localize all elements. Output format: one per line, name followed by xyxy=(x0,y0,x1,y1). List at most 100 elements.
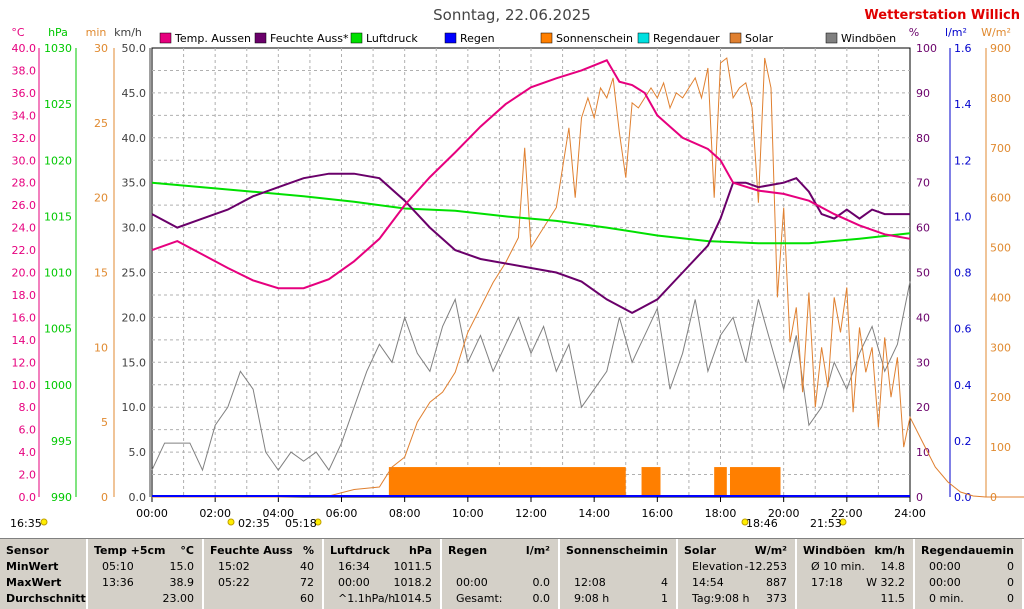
legend-swatch xyxy=(254,32,267,44)
wind-axis-tick-label: 0.0 xyxy=(129,491,147,504)
sunrise2-icon xyxy=(227,518,235,526)
stats-row: 05:10 15.0 xyxy=(88,559,202,575)
stats-cell-value: 1018.2 xyxy=(393,576,433,589)
temp-axis-tick-label: 4.0 xyxy=(19,446,37,459)
stats-cell-label: Tag:9:08 h xyxy=(692,592,750,605)
stats-column: Sonnenschein min 12:08 4 9:08 h 1 xyxy=(560,539,678,609)
rain-axis-tick-label: 0.8 xyxy=(954,267,972,280)
temp-axis-tick-label: 30.0 xyxy=(12,154,37,167)
stats-row: 23.00 xyxy=(88,591,202,607)
stats-row: 60 xyxy=(204,591,322,607)
stats-cell-value: 0.0 xyxy=(532,592,551,605)
stats-cell-value: -12.253 xyxy=(744,560,787,573)
stats-header-unit: % xyxy=(302,544,314,557)
solar-axis-tick-label: 800 xyxy=(990,92,1011,105)
solar-axis-tick-label: 100 xyxy=(990,441,1011,454)
stats-cell-label: 05:22 xyxy=(218,576,250,589)
x-tick-label: 10:00 xyxy=(452,507,484,520)
stats-cell-value: 38.9 xyxy=(169,576,195,589)
stats-row xyxy=(442,559,558,575)
x-tick-label: 22:00 xyxy=(831,507,863,520)
stats-header-unit: min xyxy=(990,544,1014,557)
stats-cell-value: 1011.5 xyxy=(393,560,433,573)
pressure-axis-tick-label: 1015 xyxy=(44,210,72,223)
rain-axis-tick-label: 0.2 xyxy=(954,435,972,448)
stats-cell-label: 12:08 xyxy=(574,576,606,589)
legend-label: Solar xyxy=(745,32,774,45)
x-tick-label: 18:00 xyxy=(705,507,737,520)
stats-cell-label: 9:08 h xyxy=(574,592,610,605)
wind-axis-tick-label: 30.0 xyxy=(122,222,147,235)
stats-cell-label: 00:00 xyxy=(338,576,370,589)
legend-swatch xyxy=(159,32,172,44)
temp-axis-tick-label: 34.0 xyxy=(12,109,37,122)
rain-axis-tick-label: 1.4 xyxy=(954,98,972,111)
humidity-axis-tick-label: 100 xyxy=(916,42,937,55)
stats-row: Tag:9:08 h 373 xyxy=(678,591,795,607)
sunshine-bar xyxy=(388,467,626,497)
rain-unit: l/m² xyxy=(945,26,967,39)
humidity-axis-tick-label: 80 xyxy=(916,132,930,145)
stats-row: 12:08 4 xyxy=(560,575,676,591)
stats-header-label: Solar xyxy=(684,544,717,557)
marker-sunrise-time: 05:18 xyxy=(285,517,317,530)
pressure-axis-tick-label: 990 xyxy=(51,491,72,504)
minutes-axis-tick-label: 15 xyxy=(94,267,108,280)
temp-axis-tick-label: 28.0 xyxy=(12,177,37,190)
stats-cell-value: 40 xyxy=(300,560,314,573)
pressure-axis-tick-label: 1005 xyxy=(44,323,72,336)
stats-cell-label: 17:18 xyxy=(811,576,843,589)
humidity-axis-tick-label: 90 xyxy=(916,87,930,100)
stats-header-label: Sonnenschein xyxy=(566,544,653,557)
marker-sunset-time: 18:46 xyxy=(746,517,778,530)
stats-row: ^1.1hPa/h 1014.5 xyxy=(324,591,440,607)
x-tick-label: 02:00 xyxy=(199,507,231,520)
sunset-icon xyxy=(741,518,749,526)
stats-header-label: Windböen xyxy=(803,544,866,557)
x-tick-label: 24:00 xyxy=(894,507,926,520)
solar-axis-tick-label: 600 xyxy=(990,192,1011,205)
stats-column: Feuchte Auss% 15:02 40 05:22 72 60 xyxy=(204,539,324,609)
series-line xyxy=(151,181,911,245)
stats-header: Luftdruck hPa xyxy=(324,543,440,559)
stats-cell-value: 0.0 xyxy=(532,576,551,589)
rain-axis-tick-label: 1.6 xyxy=(954,42,972,55)
minutes-axis-tick-label: 20 xyxy=(94,192,108,205)
stats-row: 14:54 887 xyxy=(678,575,795,591)
stats-row: 15:02 40 xyxy=(204,559,322,575)
stats-cell-value: 0 xyxy=(1007,576,1014,589)
marker-left-time: 16:35 xyxy=(10,517,42,530)
stats-header-unit: hPa xyxy=(408,544,432,557)
sunshine-bar xyxy=(729,467,781,497)
stats-row: 00:00 0 xyxy=(915,575,1022,591)
stats-cell-value: 11.5 xyxy=(880,592,906,605)
stats-row: 05:22 72 xyxy=(204,575,322,591)
stats-row: 17:18 W 32.2 xyxy=(797,575,913,591)
stats-cell-label: MaxWert xyxy=(6,576,62,589)
stats-row: 9:08 h 1 xyxy=(560,591,676,607)
stats-header-label: Luftdruck xyxy=(330,544,390,557)
solar-axis-tick-label: 300 xyxy=(990,341,1011,354)
stats-header: Regen l/m² xyxy=(442,543,558,559)
chart-plot xyxy=(151,57,1024,498)
stats-cell-value: 0 xyxy=(1007,560,1014,573)
stats-header-label: Regendauer xyxy=(921,544,997,557)
stats-cell-value: 887 xyxy=(766,576,787,589)
stats-header-unit: W/m² xyxy=(754,544,787,557)
temp-axis-tick-label: 26.0 xyxy=(12,199,37,212)
station-name: Wetterstation Willich xyxy=(864,8,1020,23)
marker-right-time: 21:53 xyxy=(810,517,842,530)
temp-axis-tick-label: 38.0 xyxy=(12,64,37,77)
x-tick-label: 00:00 xyxy=(136,507,168,520)
stats-cell-label: 00:00 xyxy=(929,576,961,589)
series-line xyxy=(151,281,911,472)
humidity-axis-tick-label: 30 xyxy=(916,356,930,369)
temp-axis-tick-label: 36.0 xyxy=(12,87,37,100)
stats-cell-label: 00:00 xyxy=(929,560,961,573)
marker-right-icon xyxy=(839,518,847,526)
stats-cell-label: MinWert xyxy=(6,560,59,573)
legend-label: Temp. Aussen xyxy=(174,32,251,45)
stats-header: Temp +5cm °C xyxy=(88,543,202,559)
temp-axis-tick-label: 14.0 xyxy=(12,334,37,347)
temp-axis-tick-label: 10.0 xyxy=(12,379,37,392)
